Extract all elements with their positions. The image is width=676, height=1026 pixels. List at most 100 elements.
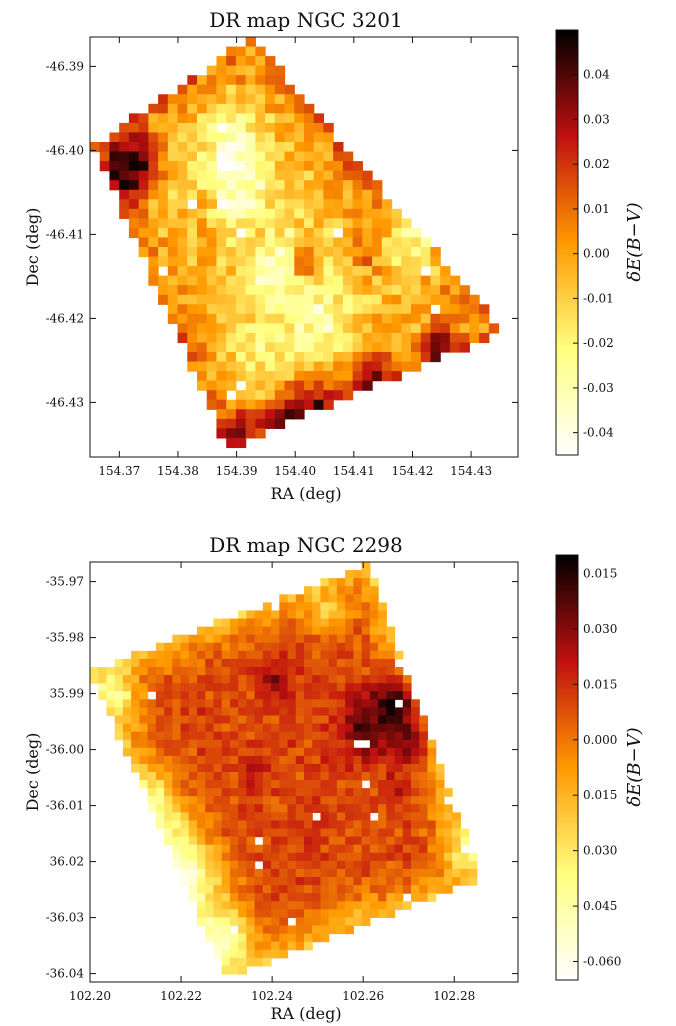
heatmap-cell bbox=[147, 739, 157, 749]
heatmap-cell bbox=[336, 691, 346, 700]
heatmap-cell bbox=[155, 699, 165, 708]
heatmap-cell bbox=[336, 788, 346, 797]
heatmap-cell bbox=[391, 332, 402, 344]
heatmap-cell bbox=[271, 634, 280, 644]
heatmap-cell bbox=[246, 650, 256, 660]
heatmap-cell bbox=[443, 804, 453, 813]
heatmap-cell bbox=[221, 642, 231, 652]
heatmap-cell bbox=[459, 313, 470, 324]
heatmap-cell bbox=[304, 352, 315, 363]
heatmap-cell bbox=[372, 313, 383, 324]
heatmap-cell bbox=[188, 723, 198, 733]
heatmap-cell bbox=[284, 294, 295, 305]
heatmap-cell bbox=[167, 132, 179, 143]
heatmap-cell bbox=[342, 323, 354, 334]
heatmap-cell bbox=[90, 675, 99, 684]
heatmap-cell bbox=[235, 247, 247, 258]
heatmap-cell bbox=[295, 594, 305, 603]
heatmap-cell bbox=[119, 189, 130, 200]
heatmap-cell bbox=[287, 602, 297, 612]
heatmap-cell bbox=[206, 180, 218, 191]
heatmap-cell bbox=[255, 285, 266, 296]
heatmap-cell bbox=[206, 285, 218, 296]
heatmap-cell bbox=[353, 868, 363, 878]
heatmap-cell bbox=[254, 949, 264, 959]
heatmap-cell bbox=[328, 917, 338, 927]
heatmap-cell bbox=[254, 691, 264, 700]
heatmap-cell bbox=[287, 626, 297, 636]
heatmap-cell bbox=[197, 294, 208, 305]
heatmap-cell bbox=[229, 626, 239, 636]
heatmap-cell bbox=[386, 731, 396, 741]
heatmap-cell bbox=[197, 828, 206, 838]
heatmap-cell bbox=[336, 917, 346, 927]
heatmap-cell bbox=[246, 642, 256, 652]
heatmap-cell bbox=[213, 763, 223, 773]
heatmap-cell bbox=[139, 731, 149, 741]
heatmap-cell bbox=[333, 142, 344, 153]
heatmap-cell bbox=[213, 642, 223, 652]
heatmap-cell bbox=[304, 650, 313, 660]
heatmap-cell bbox=[362, 237, 373, 248]
heatmap-cell bbox=[262, 941, 272, 951]
heatmap-cell bbox=[378, 836, 387, 846]
heatmap-cell bbox=[320, 763, 330, 773]
heatmap-cell bbox=[294, 94, 305, 105]
heatmap-cell bbox=[206, 352, 218, 363]
heatmap-cell bbox=[167, 218, 179, 229]
heatmap-cell bbox=[262, 667, 272, 676]
heatmap-cell bbox=[246, 844, 256, 854]
heatmap-cell bbox=[114, 699, 124, 708]
heatmap-cell bbox=[262, 828, 272, 838]
heatmap-cell bbox=[312, 772, 322, 781]
heatmap-cell bbox=[188, 812, 198, 822]
heatmap-cell bbox=[391, 304, 402, 315]
heatmap-cell bbox=[328, 658, 338, 668]
heatmap-cell bbox=[109, 142, 120, 153]
heatmap-cell bbox=[197, 84, 208, 95]
heatmap-cell bbox=[459, 342, 470, 353]
heatmap-cell bbox=[188, 650, 198, 660]
heatmap-cell bbox=[245, 371, 256, 382]
heatmap-cell bbox=[427, 812, 437, 822]
heatmap-cell bbox=[419, 755, 429, 765]
heatmap-cell bbox=[320, 780, 330, 789]
heatmap-cell bbox=[180, 780, 190, 789]
heatmap-cell bbox=[246, 957, 256, 967]
x-axis-label: RA (deg) bbox=[270, 484, 341, 503]
heatmap-cell bbox=[295, 707, 305, 717]
heatmap-cell bbox=[114, 723, 124, 733]
heatmap-cell bbox=[411, 844, 420, 854]
heatmap-cell bbox=[402, 707, 412, 717]
heatmap-cell bbox=[238, 877, 247, 886]
heatmap-cell bbox=[188, 634, 198, 644]
colorbar-tick-label: 0.03 bbox=[583, 112, 610, 126]
heatmap-cell bbox=[172, 755, 182, 765]
heatmap-cell bbox=[245, 256, 256, 267]
heatmap-cell bbox=[188, 683, 198, 692]
heatmap-cell bbox=[352, 352, 363, 363]
heatmap-cell bbox=[386, 852, 396, 862]
heatmap-cell bbox=[271, 610, 280, 620]
heatmap-cell bbox=[274, 352, 286, 363]
heatmap-cell bbox=[452, 812, 461, 822]
heatmap-cell bbox=[255, 132, 266, 143]
heatmap-cell bbox=[394, 877, 404, 886]
heatmap-cell bbox=[262, 675, 272, 684]
heatmap-cell bbox=[164, 715, 173, 725]
heatmap-cell bbox=[213, 796, 223, 805]
heatmap-cell bbox=[336, 909, 346, 918]
heatmap-cell bbox=[255, 294, 266, 305]
heatmap-cell bbox=[131, 755, 140, 765]
heatmap-cell bbox=[206, 371, 218, 382]
heatmap-cell bbox=[435, 877, 445, 886]
heatmap-cell bbox=[262, 836, 272, 846]
heatmap-cell bbox=[353, 860, 363, 870]
heatmap-cell bbox=[411, 739, 420, 749]
heatmap-cell bbox=[336, 667, 346, 676]
heatmap-cell bbox=[246, 788, 256, 797]
heatmap-cell bbox=[323, 275, 334, 286]
heatmap-cell bbox=[188, 699, 198, 708]
heatmap-cell bbox=[294, 247, 305, 258]
heatmap-cell bbox=[221, 965, 231, 975]
